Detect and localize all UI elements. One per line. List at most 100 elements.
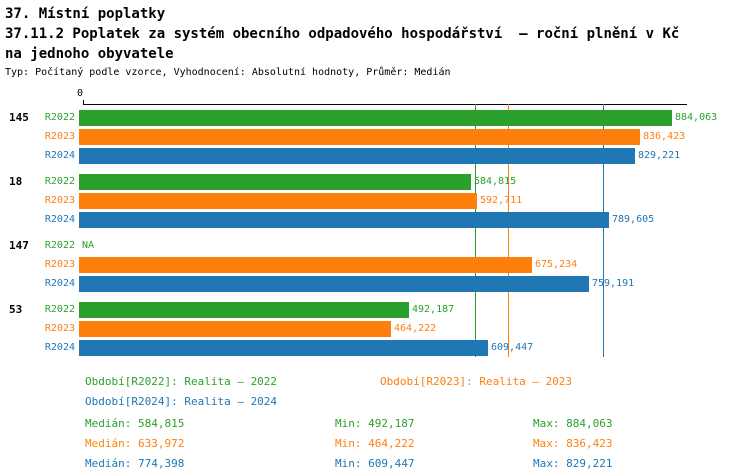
- bar-area: 884,063: [79, 108, 717, 127]
- median-value: Medián: 633,972: [85, 437, 185, 450]
- chart-subtitle: Typ: Počítaný podle vzorce, Vyhodnocení:…: [5, 67, 451, 78]
- bar-row: R2023 836,423: [5, 127, 750, 146]
- bar-value-label: 759,191: [592, 278, 635, 289]
- bar-row: R2022 492,187: [5, 300, 750, 319]
- bar-value-label: 884,063: [675, 112, 718, 123]
- min-value: Min: 492,187: [335, 417, 415, 430]
- bar-value-label: 829,221: [638, 150, 681, 161]
- bar: [79, 339, 488, 356]
- series-label: R2022: [44, 112, 75, 123]
- bar-row: R2022 584,815: [5, 172, 750, 191]
- bar-chart: 0 145 R2022 884,063 R2023 836,423 R2024 829,22…: [5, 88, 750, 360]
- bar-row: R2022 884,063: [5, 108, 750, 127]
- median-line: [475, 104, 477, 357]
- bar-area: 464,222: [79, 319, 436, 338]
- group-label: 145: [9, 111, 29, 124]
- chart-legend: Období[R2022]: Realita – 2022 Období[R20…: [5, 372, 750, 412]
- median-value: Medián: 584,815: [85, 417, 185, 430]
- bar-value-label: 584,815: [474, 176, 517, 187]
- bar-area: 609,447: [79, 338, 533, 357]
- max-value: Max: 884,063: [533, 417, 613, 430]
- chart-header: 37. Místní poplatky 37.11.2 Poplatek za …: [5, 4, 750, 80]
- bar-value-label: 789,605: [612, 214, 655, 225]
- bar-area: NA: [79, 236, 94, 255]
- bar-value-label: 592,711: [480, 195, 523, 206]
- bar: [79, 109, 672, 126]
- series-label: R2024: [44, 150, 75, 161]
- bar: [79, 192, 477, 209]
- x-axis-tick: [83, 100, 84, 104]
- median-line: [602, 104, 604, 357]
- bar-value-label: 492,187: [412, 304, 455, 315]
- bar-row: R2024 609,447: [5, 338, 750, 357]
- legend-item-r2024: Období[R2024]: Realita – 2024: [85, 395, 278, 408]
- bar-row: R2022 NA: [5, 236, 750, 255]
- series-label: R2023: [44, 259, 75, 270]
- legend-row: Období[R2022]: Realita – 2022 Období[R20…: [85, 372, 750, 392]
- series-label: R2023: [44, 323, 75, 334]
- bar: [79, 275, 589, 292]
- bar-value-label: 609,447: [491, 342, 534, 353]
- median-value: Medián: 774,398: [85, 457, 185, 470]
- bar-row: R2023 592,711: [5, 191, 750, 210]
- bar-value-label: 675,234: [535, 259, 578, 270]
- bar-row: R2024 759,191: [5, 274, 750, 293]
- chart-title-continued: na jednoho obyvatele: [5, 46, 174, 62]
- x-axis-line: [83, 104, 687, 105]
- legend-row: Období[R2024]: Realita – 2024: [85, 392, 750, 412]
- series-label: R2022: [44, 240, 75, 251]
- bar-value-label: 836,423: [643, 131, 686, 142]
- series-label: R2022: [44, 304, 75, 315]
- group-label: 18: [9, 175, 23, 188]
- stats-row-r2022: Medián: 584,815 Min: 492,187 Max: 884,06…: [85, 414, 750, 434]
- bar-group: 53 R2022 492,187 R2023 464,222 R2024 609,447: [5, 300, 750, 357]
- bar-row: R2023 464,222: [5, 319, 750, 338]
- bar-area: 584,815: [79, 172, 516, 191]
- chart-statistics: Medián: 584,815 Min: 492,187 Max: 884,06…: [5, 414, 750, 474]
- series-label: R2023: [44, 195, 75, 206]
- max-value: Max: 829,221: [533, 457, 613, 470]
- chart-groups: 145 R2022 884,063 R2023 836,423 R2024 829,221 1…: [5, 88, 750, 357]
- bar-value-label: 464,222: [394, 323, 437, 334]
- bar-group: 145 R2022 884,063 R2023 836,423 R2024 829,221: [5, 108, 750, 165]
- bar: [79, 211, 609, 228]
- bar: [79, 147, 635, 164]
- group-label: 53: [9, 303, 23, 316]
- chart-title: 37.11.2 Poplatek za systém obecního odpa…: [5, 26, 680, 42]
- series-label: R2024: [44, 278, 75, 289]
- bar-area: 675,234: [79, 255, 577, 274]
- bar-group: 147 R2022 NA R2023 675,234 R2024 759,191: [5, 236, 750, 293]
- max-value: Max: 836,423: [533, 437, 613, 450]
- legend-item-r2023: Období[R2023]: Realita – 2023: [380, 375, 573, 388]
- series-label: R2024: [44, 342, 75, 353]
- bar-row: R2024 829,221: [5, 146, 750, 165]
- series-label: R2022: [44, 176, 75, 187]
- bar: [79, 128, 640, 145]
- bar-area: 829,221: [79, 146, 680, 165]
- legend-item-r2022: Období[R2022]: Realita – 2022: [85, 375, 278, 388]
- bar-row: R2023 675,234: [5, 255, 750, 274]
- x-axis-origin-label: 0: [77, 88, 84, 99]
- min-value: Min: 464,222: [335, 437, 415, 450]
- bar: [79, 320, 391, 337]
- bar-group: 18 R2022 584,815 R2023 592,711 R2024 789,605: [5, 172, 750, 229]
- bar-area: 759,191: [79, 274, 634, 293]
- series-label: R2024: [44, 214, 75, 225]
- median-line: [508, 104, 510, 357]
- bar-row: R2024 789,605: [5, 210, 750, 229]
- group-label: 147: [9, 239, 29, 252]
- bar: [79, 173, 471, 190]
- bar: [79, 301, 409, 318]
- bar-area: 492,187: [79, 300, 454, 319]
- bar-area: 789,605: [79, 210, 654, 229]
- report-section-title: 37. Místní poplatky: [5, 6, 166, 22]
- bar: [79, 256, 532, 273]
- stats-row-r2023: Medián: 633,972 Min: 464,222 Max: 836,42…: [85, 434, 750, 454]
- min-value: Min: 609,447: [335, 457, 415, 470]
- bar-value-label: NA: [82, 240, 95, 251]
- bar-area: 836,423: [79, 127, 685, 146]
- series-label: R2023: [44, 131, 75, 142]
- bar-area: 592,711: [79, 191, 522, 210]
- stats-row-r2024: Medián: 774,398 Min: 609,447 Max: 829,22…: [85, 454, 750, 474]
